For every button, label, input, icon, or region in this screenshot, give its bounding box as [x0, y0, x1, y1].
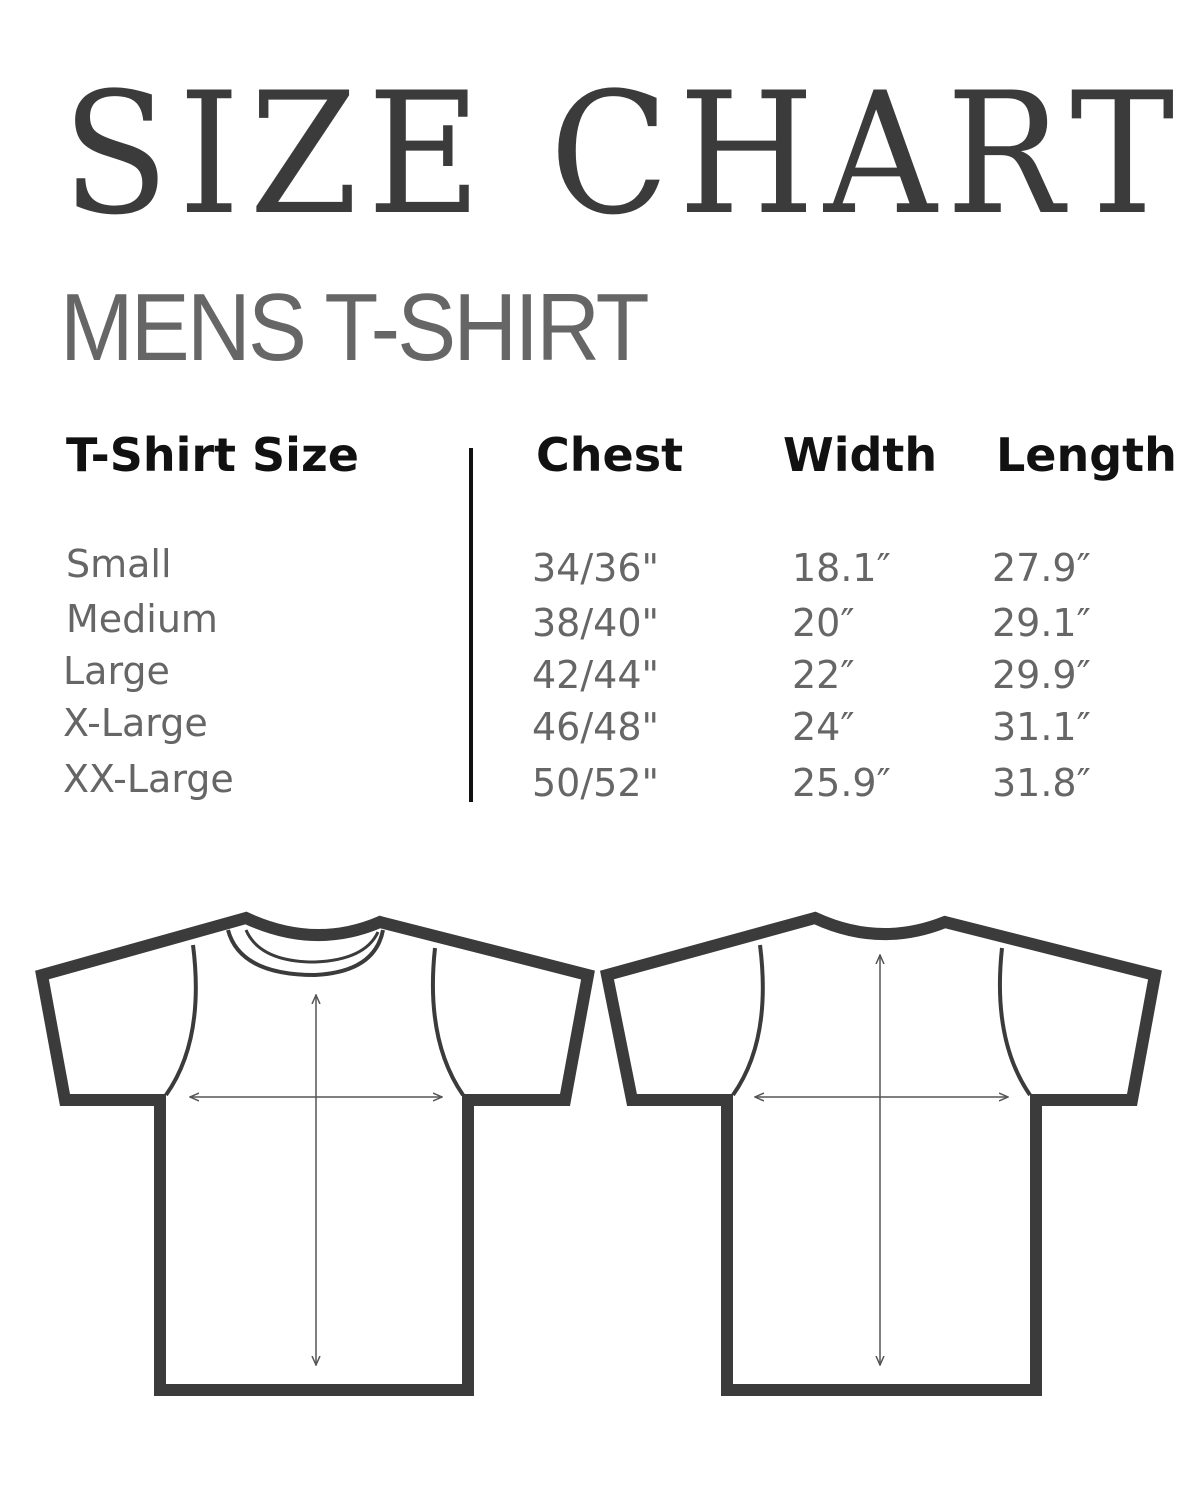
- back-outline: [600, 911, 1162, 1396]
- cell-chest: 34/36": [532, 546, 659, 590]
- front-collar: [226, 929, 385, 978]
- tshirt-back: [600, 911, 1162, 1396]
- tshirt-front: [35, 911, 595, 1396]
- cell-size: X-Large: [63, 701, 208, 745]
- column-divider: [469, 448, 473, 802]
- cell-width: 22″: [792, 653, 855, 697]
- header-chest: Chest: [536, 428, 684, 482]
- cell-width: 20″: [792, 601, 855, 645]
- front-collar-inner: [244, 929, 380, 964]
- cell-length: 27.9″: [992, 546, 1091, 590]
- back-right-seam: [997, 947, 1032, 1097]
- cell-chest: 38/40": [532, 601, 659, 645]
- cell-size: Large: [63, 649, 170, 693]
- cell-length: 29.1″: [992, 601, 1091, 645]
- cell-size: Medium: [66, 597, 218, 641]
- back-left-seam: [731, 944, 765, 1097]
- front-left-seam: [164, 944, 198, 1097]
- cell-chest: 50/52": [532, 761, 659, 805]
- cell-length: 29.9″: [992, 653, 1091, 697]
- front-outline: [35, 911, 595, 1396]
- cell-width: 24″: [792, 705, 855, 749]
- cell-chest: 42/44": [532, 653, 659, 697]
- cell-length: 31.1″: [992, 705, 1091, 749]
- cell-width: 25.9″: [792, 761, 891, 805]
- header-width: Width: [783, 428, 938, 482]
- front-right-seam: [430, 947, 465, 1097]
- cell-width: 18.1″: [792, 546, 891, 590]
- page-title: SIZE CHART: [62, 56, 1184, 252]
- page-subtitle: MENS T-SHIRT: [60, 274, 650, 381]
- cell-chest: 46/48": [532, 705, 659, 749]
- cell-size: XX-Large: [63, 757, 234, 801]
- header-size: T-Shirt Size: [66, 428, 359, 482]
- header-length: Length: [996, 428, 1177, 482]
- cell-length: 31.8″: [992, 761, 1091, 805]
- cell-size: Small: [66, 542, 172, 586]
